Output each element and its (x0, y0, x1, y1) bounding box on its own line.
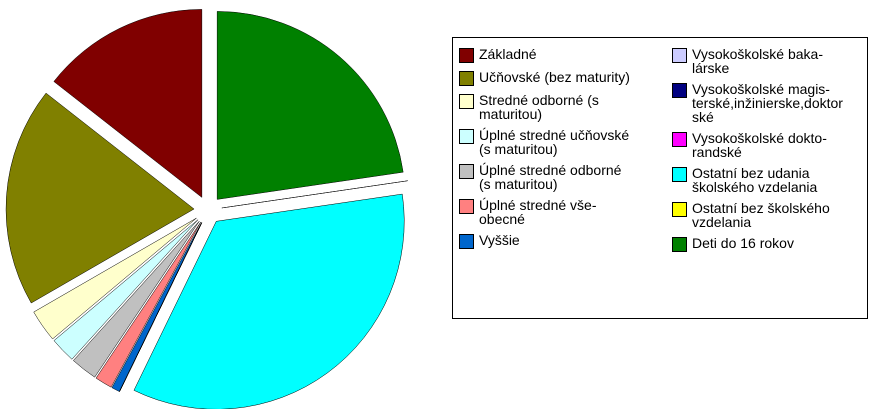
legend-label: Učňovské (bez maturity) (479, 69, 630, 85)
legend-label: Úplné stredné odborné (s maturitou) (479, 162, 622, 192)
pie-slice (5, 92, 195, 304)
pie-slice (53, 9, 203, 198)
legend-label: Vysokoškolské baka- lárske (692, 46, 823, 76)
legend-swatch (459, 129, 474, 144)
legend: Základné Učňovské (bez maturity) Stredné o… (452, 37, 868, 319)
legend-label: Vysokoškolské dokto- randské (692, 130, 827, 160)
legend-swatch (459, 71, 474, 86)
pie-slice (216, 11, 404, 200)
legend-swatch (672, 237, 687, 252)
legend-label: Základné (479, 46, 537, 62)
legend-item: Vysokoškolské baka- lárske (672, 47, 843, 75)
legend-item: Vysokoškolské magis- terské,inžinierske,… (672, 82, 843, 124)
legend-swatch (672, 132, 687, 147)
pie-slice (95, 221, 201, 388)
legend-item: Deti do 16 rokov (672, 236, 843, 252)
legend-swatch (672, 48, 687, 63)
legend-column: Vysokoškolské baka- lárske Vysokoškolské … (672, 47, 843, 252)
legend-label: Deti do 16 rokov (692, 235, 794, 251)
pie-slice (73, 220, 200, 378)
legend-swatch (459, 199, 474, 214)
legend-swatch (672, 83, 687, 98)
legend-swatch (459, 48, 474, 63)
legend-swatch (672, 202, 687, 217)
legend-item: Ostatní bez udania školského vzdelania (672, 166, 843, 194)
legend-swatch (459, 164, 474, 179)
legend-swatch (672, 167, 687, 182)
chart (5, 9, 408, 409)
legend-label: Vysokoškolské magis- terské,inžinierske,… (692, 81, 843, 125)
legend-item: Úplné stredné vše- obecné (459, 198, 630, 226)
legend-label: Úplné stredné učňovské (s maturitou) (479, 127, 630, 157)
legend-item: Vysokoškolské dokto- randské (672, 131, 843, 159)
legend-label: Ostatní bez školského vzdelania (692, 200, 830, 230)
legend-item: Stredné odborné (s maturitou) (459, 93, 630, 121)
legend-item: Úplné stredné učňovské (s maturitou) (459, 128, 630, 156)
legend-column: Základné Učňovské (bez maturity) Stredné o… (459, 47, 630, 249)
legend-item: Základné (459, 47, 630, 63)
pie-slice (33, 217, 197, 340)
legend-label: Úplné stredné vše- obecné (479, 197, 597, 227)
pie-slice (133, 193, 405, 409)
legend-label: Ostatní bez udania školského vzdelania (692, 165, 818, 195)
legend-item: Úplné stredné odborné (s maturitou) (459, 163, 630, 191)
legend-item: Vyššie (459, 233, 630, 249)
pie-slice (53, 219, 199, 360)
legend-swatch (459, 234, 474, 249)
legend-swatch (459, 94, 474, 109)
legend-label: Stredné odborné (s maturitou) (479, 92, 599, 122)
legend-label: Vyššie (479, 232, 520, 248)
pie-slice (111, 222, 202, 392)
legend-item: Učňovské (bez maturity) (459, 70, 630, 86)
legend-item: Ostatní bez školského vzdelania (672, 201, 843, 229)
